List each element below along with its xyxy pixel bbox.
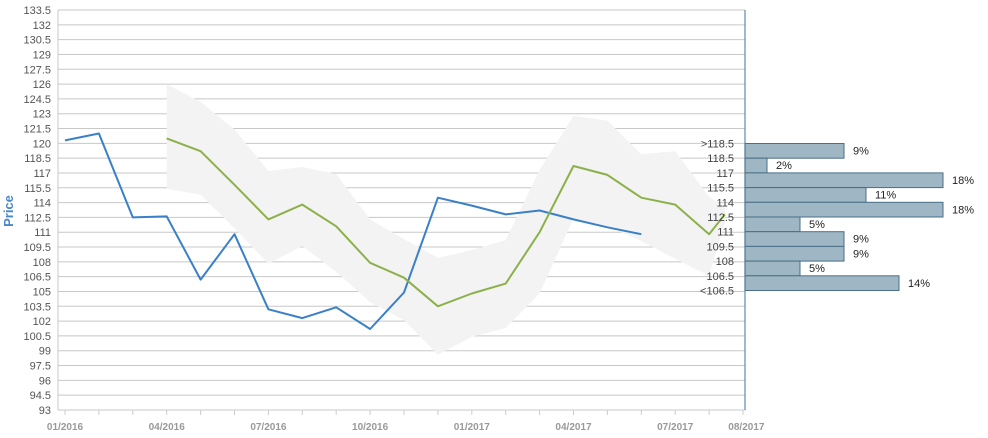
y-tick-label: 115.5 bbox=[24, 183, 51, 195]
histogram: >118.5 9% 118.5 2% 117 18% 115.5 11% 114 18% 112.5… bbox=[700, 139, 974, 298]
histogram-bin-label: 109.5 bbox=[706, 241, 734, 253]
histogram-bar bbox=[744, 260, 801, 277]
histogram-bin-label: <106.5 bbox=[700, 286, 734, 298]
y-tick-label: 109.5 bbox=[23, 242, 51, 254]
histogram-bin-label: 114 bbox=[716, 197, 734, 209]
histogram-percent-label: 9% bbox=[853, 234, 869, 246]
histogram-bar bbox=[744, 216, 801, 233]
y-tick-label: 97.5 bbox=[30, 361, 51, 373]
histogram-bar bbox=[744, 275, 900, 291]
histogram-bin-label: 115.5 bbox=[707, 183, 734, 195]
x-tick-label: 07/2016 bbox=[250, 422, 287, 433]
y-tick-label: 100.5 bbox=[23, 331, 51, 343]
histogram-bin-label: 118.5 bbox=[707, 153, 734, 165]
x-tick-label: 01/2017 bbox=[454, 422, 491, 433]
y-tick-label: 124.5 bbox=[23, 94, 51, 106]
histogram-percent-label: 5% bbox=[809, 263, 825, 275]
x-tick-label: 04/2016 bbox=[149, 422, 186, 433]
y-tick-label: 94.5 bbox=[30, 390, 51, 402]
x-tick-label: 10/2016 bbox=[352, 422, 389, 433]
y-tick-label: 96 bbox=[39, 375, 51, 387]
y-tick-label: 102 bbox=[33, 316, 51, 328]
x-tick-label: 07/2017 bbox=[657, 422, 694, 433]
histogram-bar bbox=[744, 157, 768, 174]
x-tick-label: 01/2016 bbox=[47, 422, 84, 433]
y-tick-label: 114 bbox=[33, 198, 51, 210]
y-tick-label: 112.5 bbox=[24, 212, 51, 224]
histogram-bar bbox=[744, 245, 845, 262]
histogram-percent-label: 5% bbox=[809, 219, 825, 231]
histogram-bar bbox=[744, 231, 845, 247]
y-axis-label: Price bbox=[1, 195, 16, 227]
y-tick-label: 130.5 bbox=[23, 35, 51, 47]
y-tick-label: 111 bbox=[34, 227, 51, 239]
y-tick-label: 117 bbox=[33, 168, 51, 180]
y-axis: 133.5 132 130.5 129 127.5 126 124.5 123 121.5 120… bbox=[23, 5, 51, 417]
histogram-bin-label: 108 bbox=[716, 256, 734, 268]
price-line bbox=[64, 132, 642, 330]
histogram-bin-label: >118.5 bbox=[701, 139, 734, 151]
histogram-bin-label: 117 bbox=[716, 168, 734, 180]
x-tick-label: 04/2017 bbox=[555, 422, 592, 433]
histogram-bin-label: 106.5 bbox=[706, 271, 734, 283]
y-tick-label: 121.5 bbox=[23, 124, 51, 136]
histogram-percent-label: 11% bbox=[875, 190, 896, 202]
histogram-bar bbox=[744, 201, 944, 218]
y-tick-label: 118.5 bbox=[24, 153, 51, 165]
y-tick-label: 133.5 bbox=[23, 5, 51, 17]
series-lines bbox=[64, 132, 726, 330]
forecast-line bbox=[166, 137, 726, 308]
forecast-range-area bbox=[166, 84, 725, 355]
y-tick-label: 99 bbox=[39, 346, 51, 358]
histogram-percent-label: 18% bbox=[952, 204, 974, 216]
histogram-percent-label: 2% bbox=[776, 160, 792, 172]
histogram-percent-label: 18% bbox=[952, 175, 974, 187]
y-tick-label: 105 bbox=[33, 286, 51, 298]
y-tick-label: 129 bbox=[33, 49, 51, 61]
x-tick-label: 08/2017 bbox=[728, 422, 765, 433]
histogram-percent-label: 9% bbox=[853, 146, 869, 158]
x-axis: 01/2016 04/2016 07/2016 10/2016 01/2017 04/20… bbox=[47, 410, 765, 433]
histogram-percent-label: 9% bbox=[853, 248, 869, 260]
y-tick-label: 120 bbox=[33, 138, 51, 150]
y-tick-label: 132 bbox=[33, 20, 51, 32]
y-tick-label: 103.5 bbox=[23, 301, 51, 313]
y-tick-label: 106.5 bbox=[23, 272, 51, 284]
histogram-bin-label: 111 bbox=[717, 227, 734, 239]
histogram-bar bbox=[744, 187, 867, 203]
y-tick-label: 93 bbox=[39, 405, 51, 417]
y-tick-label: 123 bbox=[33, 109, 51, 121]
histogram-bar bbox=[744, 143, 845, 159]
y-tick-label: 108 bbox=[33, 257, 51, 269]
histogram-percent-label: 14% bbox=[908, 278, 930, 290]
histogram-bar bbox=[744, 172, 944, 189]
y-tick-label: 126 bbox=[33, 79, 51, 91]
y-tick-label: 127.5 bbox=[23, 64, 51, 76]
forecast-band bbox=[166, 84, 725, 355]
histogram-bin-label: 112.5 bbox=[707, 212, 734, 224]
